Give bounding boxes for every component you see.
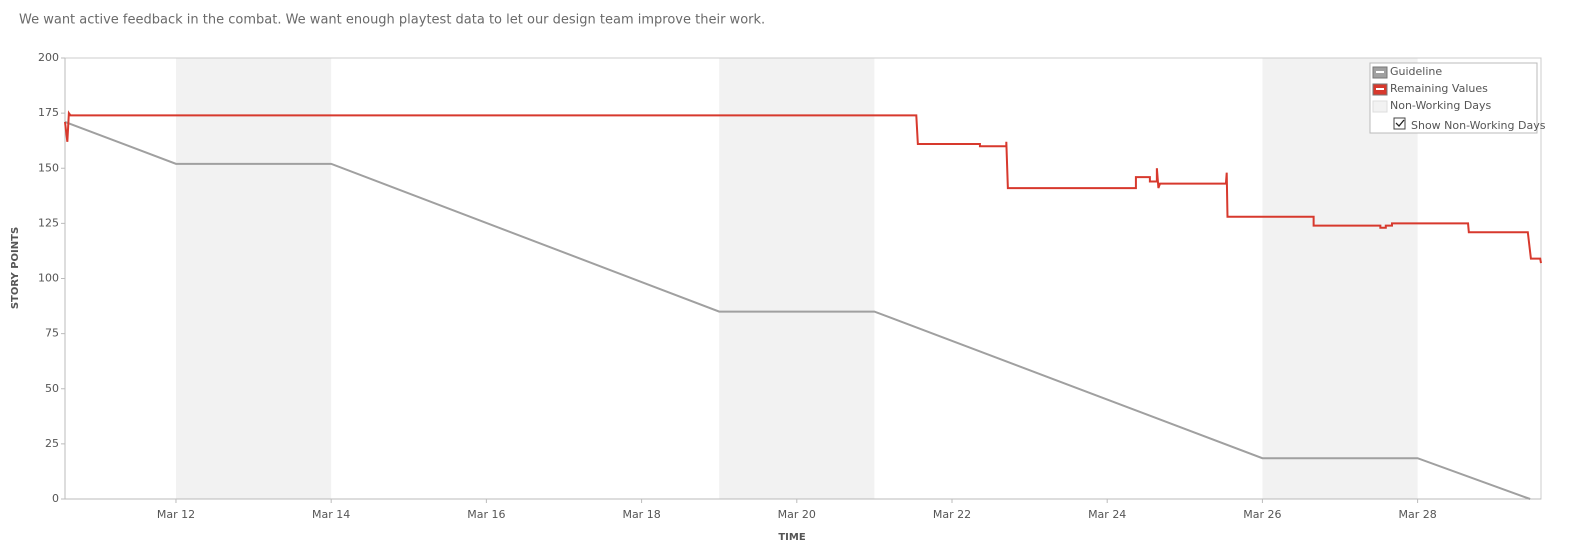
series-line: [64, 110, 1542, 264]
legend-swatch-inner: [1376, 88, 1384, 90]
x-tick-label: Mar 16: [467, 508, 505, 521]
y-axis-label: STORY POINTS: [10, 227, 21, 309]
x-tick-label: Mar 20: [778, 508, 816, 521]
legend-label: Guideline: [1390, 65, 1442, 78]
legend-label: Remaining Values: [1390, 82, 1488, 95]
y-tick-label: 125: [38, 216, 59, 229]
legend: Guideline Remaining Values Non-Working Day…: [1369, 62, 1546, 134]
chart-subtitle: We want active feedback in the combat. W…: [19, 13, 765, 28]
legend-swatch: [1372, 100, 1388, 113]
y-tick-label: 25: [45, 437, 59, 450]
bands-layer: [175, 58, 1418, 499]
x-tick-label: Mar 26: [1243, 508, 1281, 521]
legend-swatch-inner: [1376, 71, 1384, 73]
x-tick-label: Mar 12: [157, 508, 195, 521]
y-tick-label: 75: [45, 327, 59, 340]
legend-label: Non-Working Days: [1390, 99, 1492, 112]
y-tick-label: 150: [38, 161, 59, 174]
y-tick-label: 50: [45, 382, 59, 395]
y-tick-label: 0: [52, 492, 59, 505]
y-tick-label: 175: [38, 106, 59, 119]
non-working-band: [175, 58, 332, 499]
x-axis-label: TIME: [778, 532, 805, 543]
toggle-label[interactable]: Show Non-Working Days: [1411, 119, 1546, 132]
x-tick-label: Mar 22: [933, 508, 971, 521]
x-tick-label: Mar 14: [312, 508, 350, 521]
y-tick-label: 200: [38, 51, 59, 64]
x-tick-label: Mar 24: [1088, 508, 1126, 521]
series-line: [64, 121, 1531, 500]
toggle-checkbox[interactable]: [1393, 117, 1406, 130]
x-tick-label: Mar 28: [1398, 508, 1436, 521]
y-tick-label: 100: [38, 272, 59, 285]
toggle-check: [1395, 119, 1405, 127]
non-working-band: [719, 58, 875, 499]
x-tick-label: Mar 18: [622, 508, 660, 521]
